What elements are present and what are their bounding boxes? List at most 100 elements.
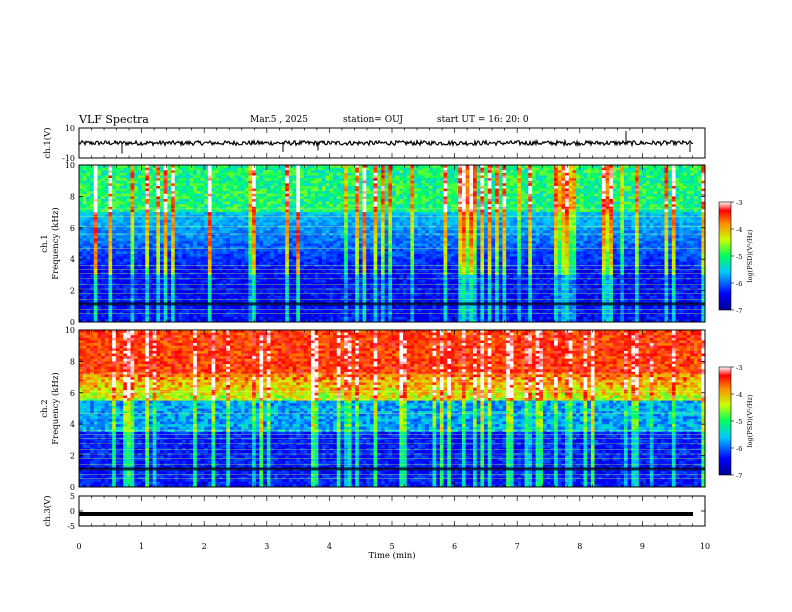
spectrogram-cell — [130, 235, 135, 239]
spectrogram-cell — [572, 217, 577, 221]
spectrogram-cell — [79, 167, 84, 171]
spectrogram-cell — [380, 185, 386, 189]
spectrogram-cell — [137, 235, 142, 239]
spectrogram-cell — [126, 206, 131, 210]
spectrogram-cell — [410, 185, 415, 189]
spectrogram-cell — [612, 217, 618, 221]
spectrogram-cell — [241, 233, 246, 237]
spectrogram-cell — [229, 170, 235, 174]
spectrogram-cell — [152, 217, 157, 221]
spectrogram-cell — [686, 206, 691, 210]
spectrogram-cell — [263, 238, 268, 242]
spectrogram-cell — [568, 227, 573, 231]
spectrogram-cell — [134, 209, 139, 213]
spectrogram-cell — [104, 167, 109, 171]
spectrogram-cell — [108, 214, 113, 218]
spectrogram-cell — [675, 165, 680, 169]
spectrogram-cell — [266, 238, 271, 242]
spectrogram-cell — [292, 170, 297, 174]
spectrogram-cell — [623, 165, 629, 169]
spectrogram-cell — [266, 196, 271, 200]
spectrogram-cell — [204, 188, 209, 192]
spectrogram-cell — [410, 227, 415, 231]
spectrogram-cell — [561, 167, 566, 171]
spectrogram-cell — [358, 209, 363, 213]
spectrogram-cell — [355, 222, 360, 226]
spectrogram-cell — [182, 227, 187, 231]
spectrogram-cell — [196, 227, 201, 231]
spectrogram-cell — [572, 183, 577, 187]
spectrogram-cell — [576, 230, 581, 234]
spectrogram-cell — [145, 227, 150, 231]
spectrogram-cell — [458, 230, 463, 234]
spectrogram-cell — [432, 206, 437, 210]
spectrogram-cell — [163, 219, 168, 223]
spectrogram-cell — [248, 235, 253, 239]
spectrogram-cell — [237, 214, 242, 218]
spectrogram-cell — [657, 165, 662, 169]
spectrogram-cell — [366, 178, 371, 182]
spectrogram-cell — [130, 167, 135, 171]
spectrogram-cell — [123, 219, 128, 223]
spectrogram-cell — [285, 165, 290, 169]
spectrogram-cell — [126, 209, 131, 213]
spectrogram-cell — [542, 222, 548, 226]
spectrogram-cell — [403, 196, 408, 200]
spectrogram-cell — [406, 191, 411, 195]
spectrogram-cell — [542, 191, 548, 195]
spectrogram-cell — [115, 227, 120, 231]
spectrogram-cell — [104, 225, 109, 229]
spectrogram-cell — [351, 209, 356, 213]
spectrogram-cell — [137, 209, 142, 213]
spectrogram-cell — [329, 230, 334, 234]
spectrogram-cell — [79, 180, 84, 184]
spectrogram-cell — [333, 188, 338, 192]
spectrogram-cell — [340, 219, 345, 223]
spectrogram-cell — [682, 212, 687, 216]
spectrogram-cell — [373, 199, 378, 203]
spectrogram-cell — [82, 214, 87, 218]
spectrogram-cell — [369, 170, 374, 174]
spectrogram-cell — [406, 214, 411, 218]
spectrogram-cell — [436, 172, 441, 176]
spectrogram-cell — [145, 230, 150, 234]
spectrogram-cell — [601, 183, 606, 187]
spectrogram-cell — [263, 201, 268, 205]
spectrogram-cell — [528, 165, 533, 169]
spectrogram-cell — [576, 178, 581, 182]
spectrogram-cell — [520, 204, 525, 208]
spectrogram-cell — [126, 217, 131, 221]
spectrogram-cell — [450, 172, 455, 176]
spectrogram-cell — [178, 167, 183, 171]
spectrogram-cell — [623, 183, 629, 187]
spectrogram-cell — [495, 167, 500, 171]
spectrogram-cell — [292, 212, 297, 216]
spectrogram-cell — [690, 201, 695, 205]
spectrogram-cell — [196, 235, 201, 239]
spectrogram-cell — [620, 209, 625, 213]
spectrogram-cell — [358, 235, 363, 239]
spectrogram-cell — [565, 199, 570, 203]
spectrogram-cell — [601, 219, 606, 223]
spectrogram-cell — [292, 183, 297, 187]
spectrogram-cell — [178, 183, 183, 187]
spectrogram-cell — [79, 222, 84, 226]
spectrogram-cell — [388, 225, 393, 229]
spectrogram-cell — [417, 214, 422, 218]
spectrogram-cell — [171, 165, 176, 169]
spectrogram-cell — [631, 185, 636, 189]
spectrogram-cell — [657, 222, 662, 226]
spectrogram-cell — [542, 199, 548, 203]
spectrogram-cell — [447, 201, 452, 205]
spectrogram-cell — [222, 238, 227, 242]
spectrogram-cell — [185, 219, 190, 223]
spectrogram-cell — [123, 199, 128, 203]
spectrogram-cell — [355, 188, 360, 192]
spectrogram-cell — [605, 191, 610, 195]
spectrogram-cell — [458, 193, 463, 197]
spectrogram-cell — [682, 183, 687, 187]
spectrogram-cell — [546, 225, 551, 229]
spectrogram-cell — [310, 188, 316, 192]
spectrogram-cell — [104, 170, 109, 174]
spectrogram-cell — [351, 217, 356, 221]
